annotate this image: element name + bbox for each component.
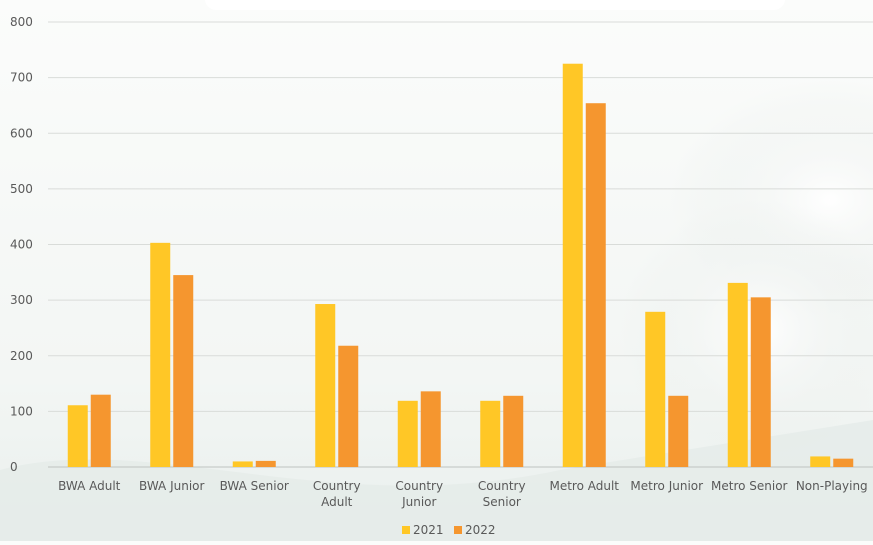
y-tick-label: 0	[10, 460, 18, 474]
x-category-label: Senior	[483, 495, 521, 509]
bar-2021	[562, 63, 583, 467]
bar-2021	[645, 311, 666, 467]
bar-2021	[397, 400, 418, 467]
y-axis-tick-labels: 0 100 200 300 400 500 600 700 800	[10, 15, 33, 474]
x-category-label: Metro Senior	[711, 479, 788, 493]
y-tick-label: 100	[10, 404, 33, 418]
bar-2022	[750, 297, 771, 467]
bar-2022	[420, 391, 441, 467]
bar-2021	[67, 405, 88, 467]
x-category-label: Country	[478, 479, 526, 493]
legend-swatch-2022	[454, 526, 462, 534]
y-tick-label: 200	[10, 349, 33, 363]
x-category-label: Junior	[401, 495, 436, 509]
bar-2022	[503, 395, 524, 467]
bars	[67, 63, 854, 468]
bar-2022	[833, 458, 854, 467]
y-tick-label: 800	[10, 15, 33, 29]
y-tick-label: 300	[10, 293, 33, 307]
legend-label: 2022	[465, 523, 496, 537]
top-white-banner	[205, 0, 785, 10]
x-category-label: Metro Adult	[549, 479, 619, 493]
legend: 2021 2022	[402, 523, 496, 537]
x-category-label: Metro Junior	[630, 479, 703, 493]
bar-2022	[585, 103, 606, 468]
bar-2022	[668, 395, 689, 467]
bar-2022	[255, 460, 276, 467]
bar-2021	[150, 242, 171, 467]
x-category-label: BWA Senior	[220, 479, 289, 493]
bar-2021	[315, 304, 336, 467]
bar-2021	[727, 282, 748, 467]
x-category-label: BWA Junior	[139, 479, 204, 493]
x-category-label: Country	[313, 479, 361, 493]
bar-2021	[480, 400, 501, 467]
legend-swatch-2021	[402, 526, 410, 534]
bar-2022	[338, 345, 359, 467]
bar-2022	[90, 394, 111, 467]
legend-label: 2021	[413, 523, 444, 537]
x-category-label: Adult	[321, 495, 353, 509]
x-category-label: BWA Adult	[58, 479, 121, 493]
bar-2022	[173, 275, 194, 467]
bar-2021	[810, 456, 831, 467]
bar-2021	[232, 461, 253, 467]
x-category-label: Non-Playing	[796, 479, 868, 493]
x-axis-category-labels: BWA Adult BWA Junior BWA Senior Country Adul…	[58, 479, 868, 509]
x-category-label: Country	[395, 479, 443, 493]
y-tick-label: 500	[10, 182, 33, 196]
y-tick-label: 400	[10, 238, 33, 252]
y-tick-label: 700	[10, 71, 33, 85]
y-tick-label: 600	[10, 126, 33, 140]
